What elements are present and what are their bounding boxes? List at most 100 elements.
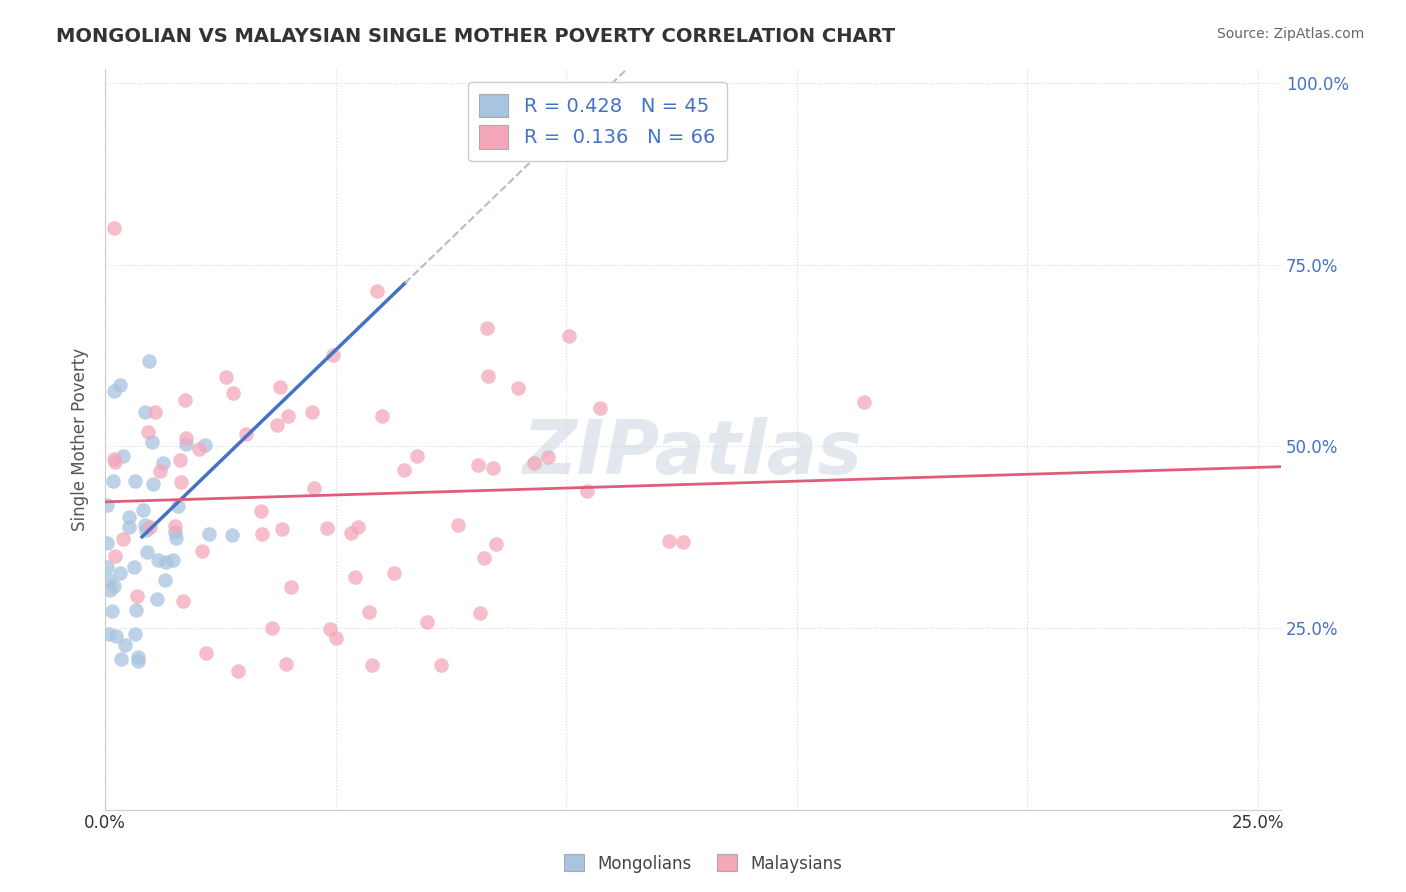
Point <box>344 570 367 584</box>
Point <box>523 457 546 471</box>
Point <box>98 627 121 641</box>
Point <box>546 112 568 127</box>
Point <box>191 543 214 558</box>
Point <box>103 579 125 593</box>
Point <box>416 615 439 629</box>
Point <box>103 384 125 399</box>
Point <box>468 607 491 621</box>
Point <box>174 437 197 451</box>
Point <box>124 475 146 489</box>
Text: ZIPatlas: ZIPatlas <box>523 417 863 491</box>
Point <box>304 481 326 495</box>
Point <box>322 348 344 362</box>
Point <box>260 621 283 635</box>
Point <box>132 503 155 517</box>
Point <box>134 518 156 533</box>
Point <box>357 606 380 620</box>
Point <box>104 629 127 643</box>
Point <box>143 405 166 419</box>
Point <box>340 525 363 540</box>
Point <box>146 591 169 606</box>
Point <box>100 604 122 618</box>
Point <box>382 566 405 581</box>
Point <box>578 112 600 127</box>
Point <box>155 555 177 569</box>
Point <box>250 527 273 541</box>
Point <box>472 551 495 566</box>
Point <box>430 658 453 673</box>
Point <box>475 320 498 334</box>
Legend: R = 0.428   N = 45, R =  0.136   N = 66: R = 0.428 N = 45, R = 0.136 N = 66 <box>468 82 727 161</box>
Point <box>104 454 127 468</box>
Point <box>98 583 121 598</box>
Point <box>108 378 131 392</box>
Point <box>447 518 470 533</box>
Point <box>221 528 243 542</box>
Point <box>366 284 388 298</box>
Point <box>392 463 415 477</box>
Point <box>188 442 211 457</box>
Point <box>325 631 347 645</box>
Text: MONGOLIAN VS MALAYSIAN SINGLE MOTHER POVERTY CORRELATION CHART: MONGOLIAN VS MALAYSIAN SINGLE MOTHER POV… <box>56 27 896 45</box>
Point <box>141 434 163 449</box>
Point <box>135 544 157 558</box>
Point <box>852 395 875 409</box>
Point <box>110 651 132 665</box>
Point <box>485 537 508 551</box>
Point <box>193 438 215 452</box>
Point <box>103 451 125 466</box>
Point <box>266 417 288 432</box>
Point <box>108 566 131 580</box>
Point <box>319 623 342 637</box>
Point <box>215 370 238 384</box>
Y-axis label: Single Mother Poverty: Single Mother Poverty <box>72 348 89 531</box>
Point <box>163 524 186 539</box>
Point <box>124 627 146 641</box>
Point <box>481 461 503 475</box>
Point <box>125 603 148 617</box>
Point <box>135 523 157 537</box>
Point <box>228 665 250 679</box>
Point <box>198 526 221 541</box>
Point <box>142 477 165 491</box>
Point <box>558 329 581 343</box>
Point <box>127 649 149 664</box>
Point <box>173 392 195 407</box>
Point <box>96 559 118 574</box>
Point <box>96 498 118 512</box>
Point <box>467 458 489 473</box>
Point <box>96 535 118 549</box>
Point <box>149 464 172 478</box>
Point <box>127 654 149 668</box>
Point <box>270 522 292 536</box>
Point <box>104 549 127 563</box>
Point <box>162 552 184 566</box>
Point <box>195 646 218 660</box>
Point <box>221 386 243 401</box>
Point <box>167 500 190 514</box>
Point <box>406 450 429 464</box>
Point <box>588 401 610 416</box>
Point <box>125 589 148 603</box>
Point <box>170 475 193 490</box>
Point <box>301 405 323 419</box>
Point <box>114 638 136 652</box>
Point <box>118 509 141 524</box>
Point <box>672 535 695 549</box>
Point <box>277 409 299 424</box>
Point <box>153 573 176 587</box>
Point <box>537 450 560 465</box>
Point <box>118 519 141 533</box>
Point <box>477 368 499 383</box>
Point <box>139 519 162 533</box>
Point <box>134 405 156 419</box>
Point <box>361 658 384 673</box>
Point <box>508 381 530 395</box>
Point <box>148 553 170 567</box>
Point <box>122 559 145 574</box>
Point <box>138 354 160 368</box>
Point <box>112 449 135 463</box>
Point <box>163 518 186 533</box>
Point <box>165 531 187 545</box>
Point <box>269 380 291 394</box>
